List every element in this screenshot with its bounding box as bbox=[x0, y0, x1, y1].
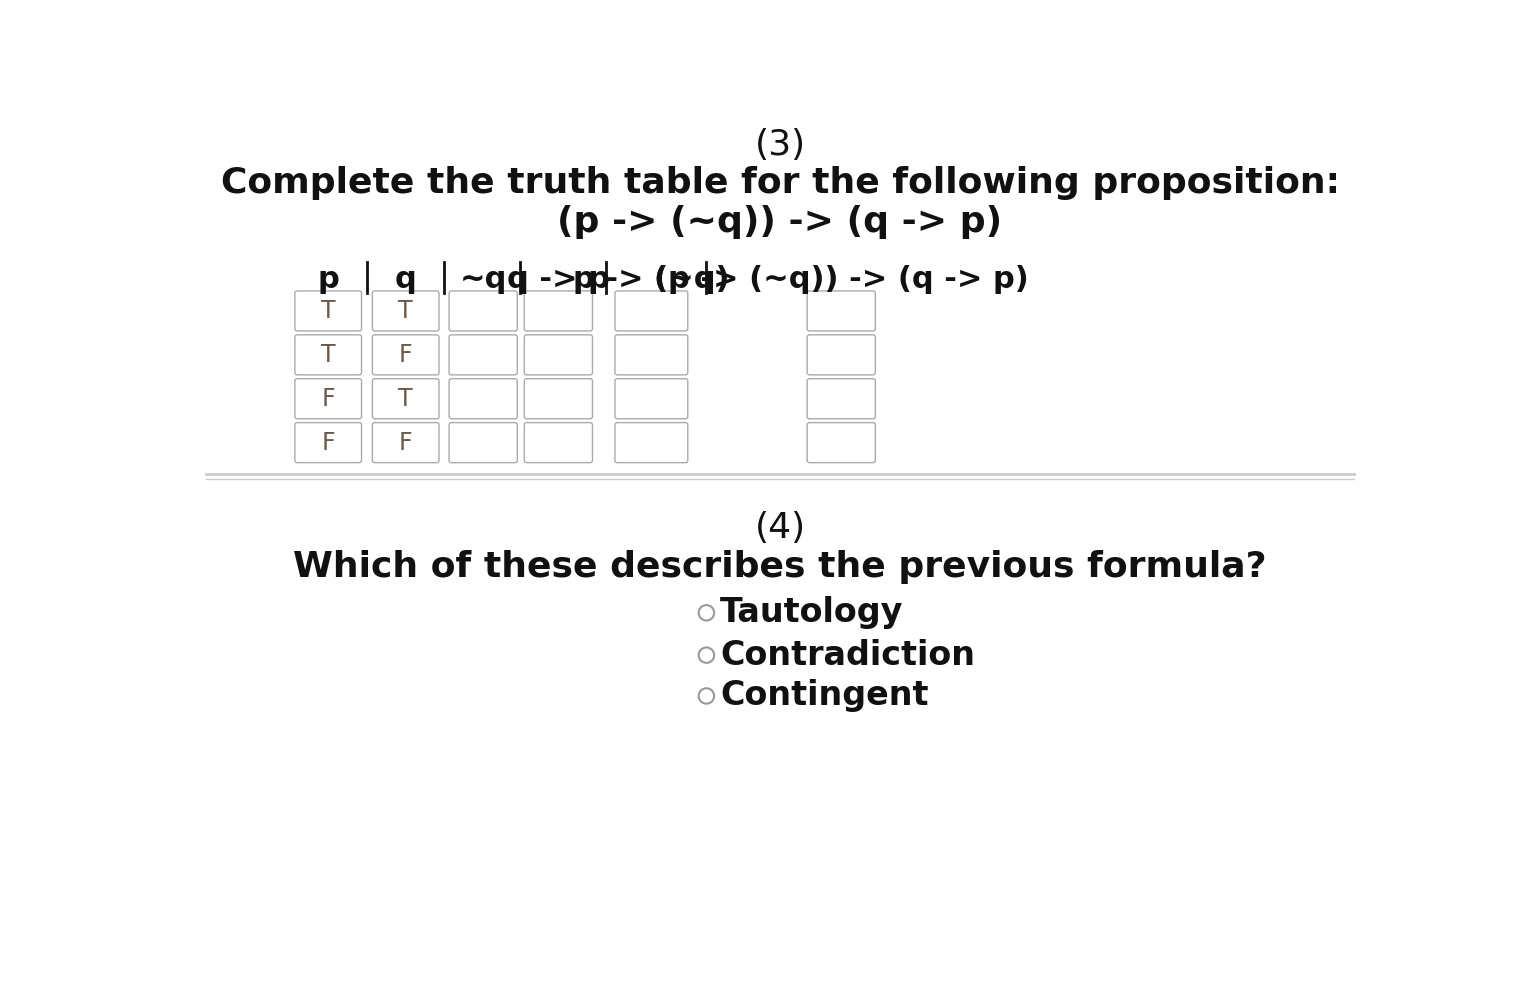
FancyBboxPatch shape bbox=[449, 291, 517, 331]
Text: Contradiction: Contradiction bbox=[720, 639, 976, 672]
FancyBboxPatch shape bbox=[807, 379, 875, 419]
Text: F: F bbox=[321, 431, 335, 455]
Text: F: F bbox=[321, 387, 335, 411]
FancyBboxPatch shape bbox=[449, 379, 517, 419]
FancyBboxPatch shape bbox=[373, 291, 438, 331]
FancyBboxPatch shape bbox=[449, 423, 517, 463]
Text: T: T bbox=[321, 299, 335, 323]
Text: ~q: ~q bbox=[460, 265, 507, 294]
Text: (4): (4) bbox=[755, 511, 805, 545]
Text: p -> (~q): p -> (~q) bbox=[574, 265, 729, 294]
FancyBboxPatch shape bbox=[807, 423, 875, 463]
Text: T: T bbox=[321, 343, 335, 367]
Text: Complete the truth table for the following proposition:: Complete the truth table for the followi… bbox=[221, 166, 1339, 200]
Text: T: T bbox=[399, 299, 412, 323]
FancyBboxPatch shape bbox=[524, 423, 592, 463]
Text: F: F bbox=[399, 431, 412, 455]
Text: Which of these describes the previous formula?: Which of these describes the previous fo… bbox=[294, 550, 1266, 584]
FancyBboxPatch shape bbox=[449, 335, 517, 375]
FancyBboxPatch shape bbox=[807, 291, 875, 331]
FancyBboxPatch shape bbox=[615, 291, 688, 331]
Text: p: p bbox=[317, 265, 339, 294]
Text: Tautology: Tautology bbox=[720, 596, 904, 629]
FancyBboxPatch shape bbox=[295, 335, 362, 375]
Text: T: T bbox=[399, 387, 412, 411]
FancyBboxPatch shape bbox=[373, 379, 438, 419]
FancyBboxPatch shape bbox=[295, 423, 362, 463]
FancyBboxPatch shape bbox=[295, 379, 362, 419]
FancyBboxPatch shape bbox=[524, 291, 592, 331]
FancyBboxPatch shape bbox=[524, 379, 592, 419]
Text: q -> p: q -> p bbox=[507, 265, 610, 294]
Text: Contingent: Contingent bbox=[720, 679, 928, 712]
Text: q: q bbox=[394, 265, 417, 294]
Text: F: F bbox=[399, 343, 412, 367]
FancyBboxPatch shape bbox=[615, 335, 688, 375]
FancyBboxPatch shape bbox=[615, 379, 688, 419]
Text: (p -> (~q)) -> (q -> p): (p -> (~q)) -> (q -> p) bbox=[557, 205, 1003, 239]
FancyBboxPatch shape bbox=[524, 335, 592, 375]
Text: (3): (3) bbox=[755, 128, 805, 162]
FancyBboxPatch shape bbox=[295, 291, 362, 331]
Text: (p -> (~q)) -> (q -> p): (p -> (~q)) -> (q -> p) bbox=[654, 265, 1029, 294]
FancyBboxPatch shape bbox=[615, 423, 688, 463]
FancyBboxPatch shape bbox=[807, 335, 875, 375]
FancyBboxPatch shape bbox=[373, 423, 438, 463]
FancyBboxPatch shape bbox=[373, 335, 438, 375]
